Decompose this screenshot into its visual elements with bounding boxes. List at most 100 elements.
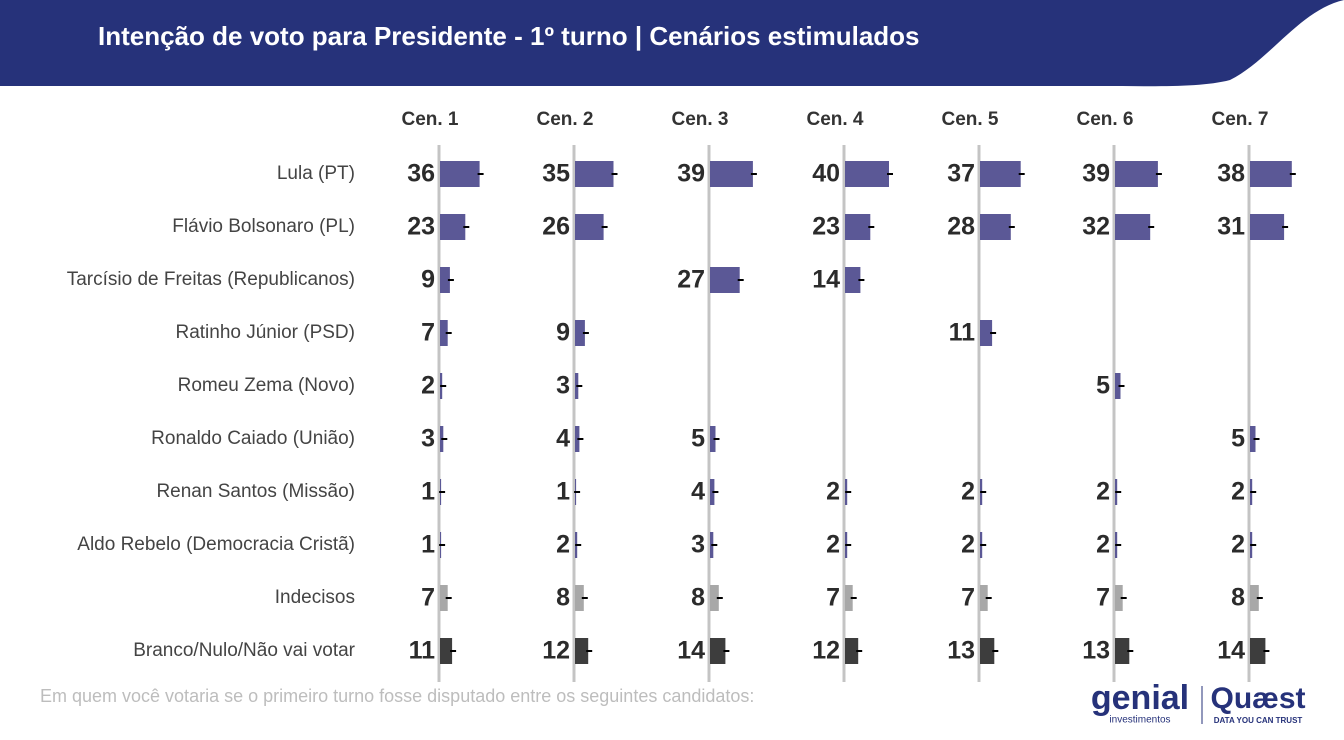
- value-label: 3: [556, 372, 570, 400]
- column-header: Cen. 7: [1211, 109, 1268, 130]
- logo-genial: genial: [1091, 679, 1189, 717]
- subtitle: Em quem você votaria se o primeiro turno…: [40, 686, 754, 706]
- value-label: 2: [961, 531, 975, 559]
- value-label: 1: [421, 531, 435, 559]
- row-label: Romeu Zema (Novo): [178, 375, 355, 396]
- row-label: Aldo Rebelo (Democracia Cristã): [77, 534, 355, 555]
- row-label: Lula (PT): [277, 163, 355, 184]
- header-band: [0, 0, 1344, 87]
- logo-quaest: Quæst: [1210, 682, 1305, 715]
- value-label: 8: [1231, 584, 1245, 612]
- bar: [440, 638, 453, 664]
- bar: [575, 214, 604, 240]
- value-label: 14: [812, 266, 840, 294]
- bar: [710, 479, 715, 505]
- value-label: 11: [409, 637, 436, 665]
- value-label: 26: [542, 213, 570, 241]
- value-label: 7: [1096, 584, 1110, 612]
- value-label: 2: [1096, 531, 1110, 559]
- bar: [1250, 161, 1292, 187]
- row-label: Renan Santos (Missão): [156, 481, 355, 502]
- bar: [575, 426, 580, 452]
- value-label: 9: [421, 266, 435, 294]
- bar: [980, 638, 995, 664]
- bar: [1250, 638, 1266, 664]
- column-header: Cen. 3: [671, 109, 728, 130]
- bar: [980, 214, 1011, 240]
- value-label: 3: [421, 425, 435, 453]
- value-label: 2: [1096, 478, 1110, 506]
- column-header: Cen. 2: [536, 109, 593, 130]
- value-label: 36: [407, 160, 435, 188]
- bar: [1115, 373, 1121, 399]
- bar: [710, 585, 719, 611]
- value-label: 7: [421, 319, 435, 347]
- row-label: Indecisos: [275, 587, 355, 608]
- value-label: 5: [691, 425, 705, 453]
- logo-quaest-sub: DATA YOU CAN TRUST: [1214, 716, 1303, 725]
- row-label: Flávio Bolsonaro (PL): [172, 216, 355, 237]
- value-label: 2: [826, 478, 840, 506]
- column-header: Cen. 5: [941, 109, 998, 130]
- bar: [845, 267, 861, 293]
- bar: [1250, 214, 1285, 240]
- value-label: 2: [826, 531, 840, 559]
- value-label: 27: [677, 266, 705, 294]
- value-label: 12: [812, 637, 840, 665]
- bar: [980, 320, 993, 346]
- value-label: 14: [677, 637, 705, 665]
- bar: [440, 320, 448, 346]
- bar: [710, 426, 716, 452]
- bar: [440, 161, 480, 187]
- bar: [440, 585, 448, 611]
- value-label: 13: [947, 637, 975, 665]
- logo-genial-sub: investimentos: [1109, 715, 1170, 726]
- bar: [1115, 585, 1123, 611]
- column-header: Cen. 6: [1076, 109, 1133, 130]
- chart-title: Intenção de voto para Presidente - 1º tu…: [98, 21, 920, 51]
- bar: [575, 161, 614, 187]
- bar: [845, 638, 859, 664]
- row-label: Ronaldo Caiado (União): [151, 428, 355, 449]
- value-label: 5: [1096, 372, 1110, 400]
- value-label: 7: [421, 584, 435, 612]
- value-label: 5: [1231, 425, 1245, 453]
- bar: [980, 585, 988, 611]
- bar: [845, 214, 871, 240]
- value-label: 1: [421, 478, 435, 506]
- value-label: 7: [961, 584, 975, 612]
- value-label: 40: [812, 160, 840, 188]
- value-label: 32: [1082, 213, 1110, 241]
- value-label: 2: [1231, 531, 1245, 559]
- bar: [1115, 161, 1158, 187]
- bar: [1250, 585, 1259, 611]
- bar: [710, 638, 726, 664]
- bar: [845, 161, 889, 187]
- value-label: 3: [691, 531, 705, 559]
- value-label: 4: [691, 478, 705, 506]
- bar: [845, 585, 853, 611]
- value-label: 2: [421, 372, 435, 400]
- value-label: 23: [407, 213, 435, 241]
- value-label: 35: [542, 160, 570, 188]
- value-label: 2: [1231, 478, 1245, 506]
- bar: [1115, 638, 1130, 664]
- value-label: 31: [1217, 213, 1245, 241]
- value-label: 23: [812, 213, 840, 241]
- value-label: 37: [947, 160, 975, 188]
- value-label: 9: [556, 319, 570, 347]
- column-header: Cen. 1: [401, 109, 458, 130]
- bar: [575, 320, 585, 346]
- bar: [440, 267, 450, 293]
- value-label: 38: [1217, 160, 1245, 188]
- value-label: 4: [556, 425, 570, 453]
- value-label: 1: [556, 478, 570, 506]
- bar: [440, 214, 466, 240]
- value-label: 11: [949, 319, 976, 347]
- value-label: 7: [826, 584, 840, 612]
- bar: [980, 161, 1021, 187]
- value-label: 2: [961, 478, 975, 506]
- value-label: 14: [1217, 637, 1245, 665]
